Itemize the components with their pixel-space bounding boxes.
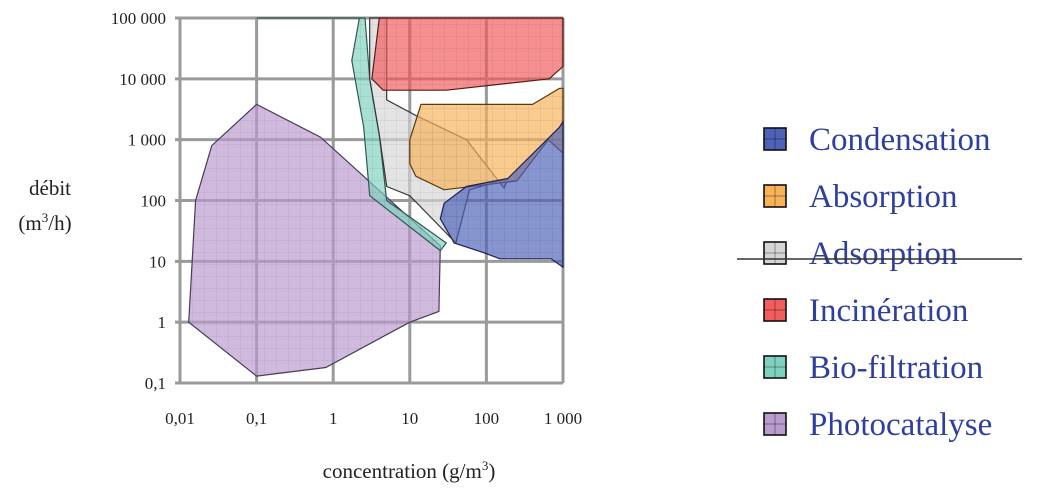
y-tick-label: 0,1 [145,374,166,393]
legend-swatch [763,127,787,151]
y-tick-label: 100 [141,192,167,211]
y-tick-label: 10 000 [119,70,166,89]
x-tick-labels: 0,01 0,1 1 10 100 1 000 [165,409,582,428]
legend-item-absorption: Absorption [763,179,958,215]
region-photocatalyse-hatch [188,104,441,377]
y-tick-label: 1 [158,313,167,332]
legend-label: Condensation [809,122,990,158]
legend-item-condensation: Condensation [763,122,990,158]
legend-swatch [763,355,787,379]
legend-swatch [763,184,787,208]
x-tick-label: 1 000 [544,409,582,428]
region-incineration [371,17,564,91]
legend-label: Photocatalyse [809,407,992,443]
region-condensation-hatch [440,121,563,268]
region-condensation [439,119,564,269]
legend-swatch [763,412,787,436]
y-tick-label: 10 [149,252,166,271]
region-bio-filtration [256,17,448,252]
y-tick-label: 100 000 [111,9,166,28]
legend-item-adsorption: Adsorption [763,236,958,272]
y-axis-title-line1: débit [29,176,71,200]
y-tick-label: 1 000 [128,131,166,150]
plot-areas [188,17,564,377]
legend: Condensation Absorption Adsorption Incinéra… [737,122,1022,443]
y-tick-labels: 0,1 1 10 100 1 000 10 000 100 000 [111,9,166,393]
x-tick-label: 0,01 [165,409,195,428]
x-tick-label: 10 [401,409,418,428]
region-incineration-hatch [371,18,563,91]
x-tick-label: 0,1 [246,409,267,428]
x-axis-title: concentration (g/m3) [323,458,496,483]
legend-label: Bio-filtration [809,350,983,386]
legend-item-incineration: Incinération [763,293,968,329]
legend-label: Absorption [809,179,958,215]
y-axis-title-line2: (m3/h) [18,210,71,235]
x-tick-label: 100 [474,409,500,428]
legend-item-bio-filtration: Bio-filtration [763,350,983,386]
legend-label: Incinération [809,293,968,329]
x-tick-label: 1 [329,409,338,428]
legend-label: Adsorption [809,236,958,272]
legend-swatch [763,298,787,322]
legend-item-photocatalyse: Photocatalyse [763,407,992,443]
